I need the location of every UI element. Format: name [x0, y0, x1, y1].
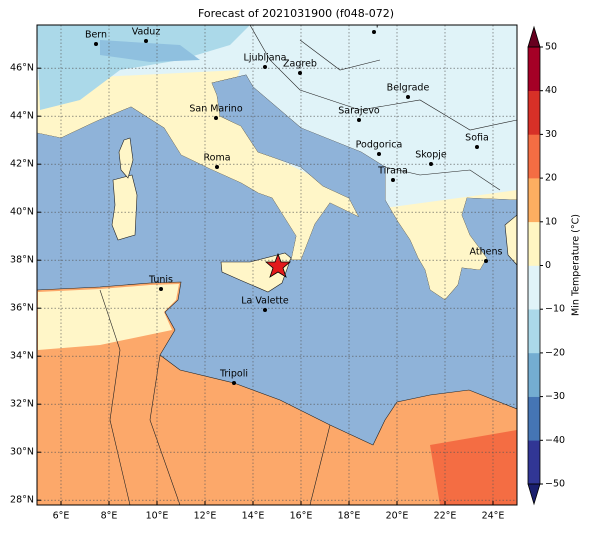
city-label: Belgrade [387, 83, 430, 94]
y-tick-label: 42°N [10, 159, 34, 170]
colorbar: −50 −40 −30 −20 −10 0 10 20 30 40 50 [527, 25, 565, 506]
y-tick-label: 28°N [10, 495, 34, 506]
city-dot [214, 116, 218, 120]
x-tick-label: 8°E [101, 511, 118, 522]
city-dot [429, 162, 433, 166]
colorbar-band [528, 440, 540, 485]
city-label: Zagreb [283, 59, 317, 70]
y-tick-label: 36°N [10, 303, 34, 314]
city-label: Athens [470, 247, 503, 258]
city-dot [372, 30, 376, 34]
x-tick-label: 6°E [53, 511, 70, 522]
city-label: Ljubljana [244, 53, 287, 64]
x-tick-label: 22°E [434, 511, 457, 522]
africa-north [38, 284, 179, 350]
colorbar-band [528, 309, 540, 354]
colorbar-band [528, 265, 540, 310]
colorbar-tick-label: −40 [545, 435, 565, 446]
x-tick-label: 12°E [194, 511, 217, 522]
city-label: Tunis [148, 275, 173, 286]
city-dot [144, 39, 148, 43]
city-dot [377, 152, 381, 156]
x-tick-label: 16°E [290, 511, 313, 522]
colorbar-tick-label: 50 [545, 42, 557, 53]
colorbar-tick-label: 30 [545, 129, 557, 140]
title: Forecast of 2021031900 (f048-072) [198, 7, 394, 20]
colorbar-tick-label: −20 [545, 347, 565, 358]
colorbar-band [528, 134, 540, 179]
city-label: Budapest [352, 18, 397, 29]
city-dot [159, 287, 163, 291]
x-tick-label: 20°E [386, 511, 409, 522]
colorbar-over [527, 25, 541, 48]
colorbar-tick-label: −30 [545, 391, 565, 402]
colorbar-tick-label: 20 [545, 173, 557, 184]
city-dot [475, 145, 479, 149]
x-tick-label: 24°E [482, 511, 505, 522]
colorbar-band [528, 352, 540, 397]
colorbar-tick-label: 0 [545, 260, 551, 271]
grid [37, 25, 517, 505]
colorbar-tick-label: 10 [545, 216, 557, 227]
x-tick-label: 10°E [146, 511, 169, 522]
city-dot [94, 42, 98, 46]
city-label: Sofia [465, 133, 489, 144]
city-label: Sarajevo [338, 106, 380, 117]
y-tick-label: 30°N [10, 447, 34, 458]
city-label: San Marino [189, 104, 242, 115]
x-tick-label: 18°E [338, 511, 361, 522]
city-dot [391, 178, 395, 182]
colorbar-band [528, 47, 540, 91]
colorbar-tick-label: 40 [545, 85, 557, 96]
colorbar-under [527, 483, 541, 506]
y-tick-label: 46°N [10, 63, 34, 74]
city-dot [484, 259, 488, 263]
city-dot [263, 65, 267, 69]
corsica [118, 137, 134, 179]
y-tick-label: 38°N [10, 255, 34, 266]
colorbar-tick-label: −50 [545, 479, 565, 490]
forecast-point [264, 252, 292, 278]
city-label: Tripoli [219, 369, 248, 380]
city-label: Skopje [415, 150, 447, 161]
city-dot [298, 71, 302, 75]
colorbar-band [528, 396, 540, 441]
city-label: Bern [85, 30, 107, 41]
city-dot [357, 118, 361, 122]
sardinia [111, 174, 138, 241]
city-label: La Valette [241, 296, 289, 307]
x-tick-label: 14°E [242, 511, 265, 522]
y-tick-label: 32°N [10, 399, 34, 410]
map-frame [36, 24, 518, 506]
city-dot [406, 95, 410, 99]
city-dot [263, 308, 267, 312]
y-tick-label: 40°N [10, 207, 34, 218]
city-label: Roma [203, 153, 230, 164]
colorbar-band [528, 221, 540, 266]
city-label: Tirana [377, 166, 408, 177]
colorbar-tick-label: −10 [545, 304, 565, 315]
turkey [504, 214, 517, 266]
africa-warm [430, 430, 517, 505]
colorbar-label: Min Temperature (°C) [571, 214, 582, 316]
y-tick-label: 44°N [10, 111, 34, 122]
colorbar-band [528, 90, 540, 135]
colorbar-band [528, 178, 540, 223]
city-dot [232, 381, 236, 385]
city-dot [215, 165, 219, 169]
city-label: Vaduz [132, 27, 161, 38]
city-label: Podgorica [356, 140, 403, 151]
y-tick-label: 34°N [10, 351, 34, 362]
